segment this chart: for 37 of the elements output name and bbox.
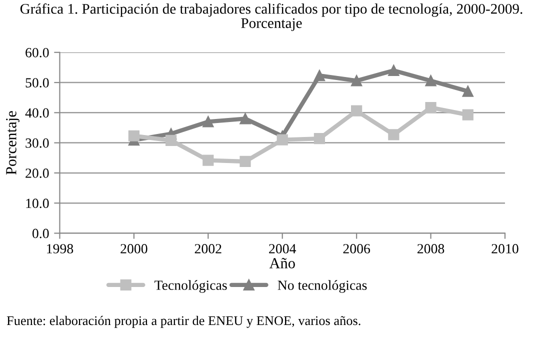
point [351,105,362,116]
y-axis-title: Porcentaje [6,111,20,175]
legend-label: Tecnológicas [154,280,227,293]
point [240,156,251,168]
point [425,102,436,114]
point [388,129,400,140]
point [240,113,251,124]
point [314,70,326,82]
y-tick-label: 10.0 [26,198,49,208]
point [425,75,436,86]
x-tick-label: 2006 [343,244,370,254]
y-tick-label: 30.0 [26,138,49,148]
x-tick-label: 2010 [492,244,518,254]
point [202,116,214,128]
x-tick-label: 2000 [120,244,148,254]
chart-title: Gráfica 1. Participación de trabajadores calificados por tipo de tecnología, 2000-2009. Porcentaje [20,3,522,32]
point [314,133,326,144]
point [276,134,288,146]
y-tick-label: 20.0 [26,168,49,178]
source-note: Fuente: elaboración propia a partir de ENEU y ENOE, varios años. [6,316,360,328]
point [388,64,400,76]
x-tick-label: 2002 [194,244,222,254]
point [351,75,362,86]
x-axis-title: Año [269,258,295,268]
point [128,130,140,142]
point [462,109,474,120]
point [462,86,474,97]
legend-label: No tecnológicas [278,280,367,293]
point [165,134,177,146]
y-tick-label: 50.0 [26,78,49,88]
x-tick-label: 2004 [269,244,296,254]
point [202,154,214,166]
x-tick-label: 2008 [418,244,444,254]
y-tick-label: 0.0 [32,228,49,238]
x-tick-label: 1998 [47,244,74,254]
y-tick-label: 60.0 [26,48,49,58]
y-tick-label: 40.0 [25,108,49,118]
